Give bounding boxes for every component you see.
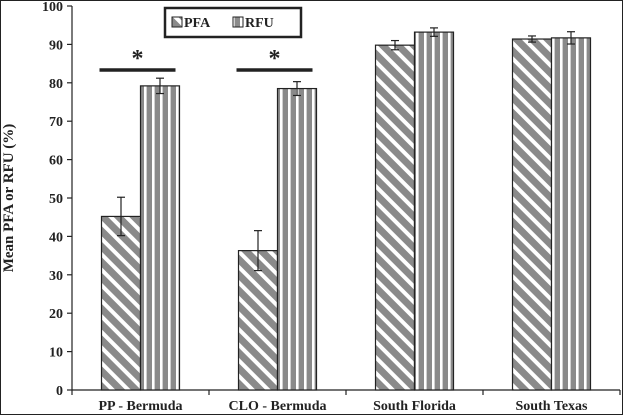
axes: 0 10 20 30 40 50 60 70 80 90 100 [42, 0, 621, 399]
x-tick-label: PP - Bermuda [99, 399, 183, 414]
y-tick-label: 40 [49, 230, 63, 245]
y-tick-label: 70 [49, 115, 63, 130]
legend-swatch-pfa [171, 16, 183, 28]
bar-rfu [413, 31, 455, 391]
x-tick-labels: PP - Bermuda CLO - Bermuda South Florida So… [99, 399, 589, 414]
y-tick-label: 60 [49, 154, 63, 169]
bar-rfu [550, 37, 592, 391]
legend-label-rfu: RFU [245, 16, 274, 31]
y-tick-label: 0 [56, 384, 63, 399]
y-tick-label: 20 [49, 307, 63, 322]
y-tick-label: 10 [49, 346, 63, 361]
x-tick-label: CLO - Bermuda [229, 399, 327, 414]
significance-star: * [132, 46, 144, 72]
x-tick-label: South Florida [373, 399, 456, 414]
y-axis-label: Mean PFA or RFU (%) [1, 124, 17, 273]
error-bars [117, 27, 575, 272]
significance-annotations: * * [99, 46, 313, 72]
bar-pfa [511, 38, 553, 391]
bar-rfu [276, 87, 318, 391]
y-tick-label: 30 [49, 269, 63, 284]
bar-pfa [237, 250, 279, 391]
bar-pfa [374, 44, 416, 391]
legend: PFA RFU [163, 6, 303, 39]
y-tick-label: 80 [49, 77, 63, 92]
y-tick-label: 50 [49, 192, 63, 207]
bar-pfa [100, 215, 142, 391]
y-tick-label: 100 [42, 0, 63, 15]
x-tick-label: South Texas [516, 399, 589, 414]
bar-rfu [139, 85, 181, 391]
bars [100, 31, 592, 391]
legend-label-pfa: PFA [184, 16, 211, 31]
y-tick-label: 90 [49, 38, 63, 53]
significance-star: * [269, 46, 281, 72]
legend-swatch-rfu [232, 16, 244, 28]
